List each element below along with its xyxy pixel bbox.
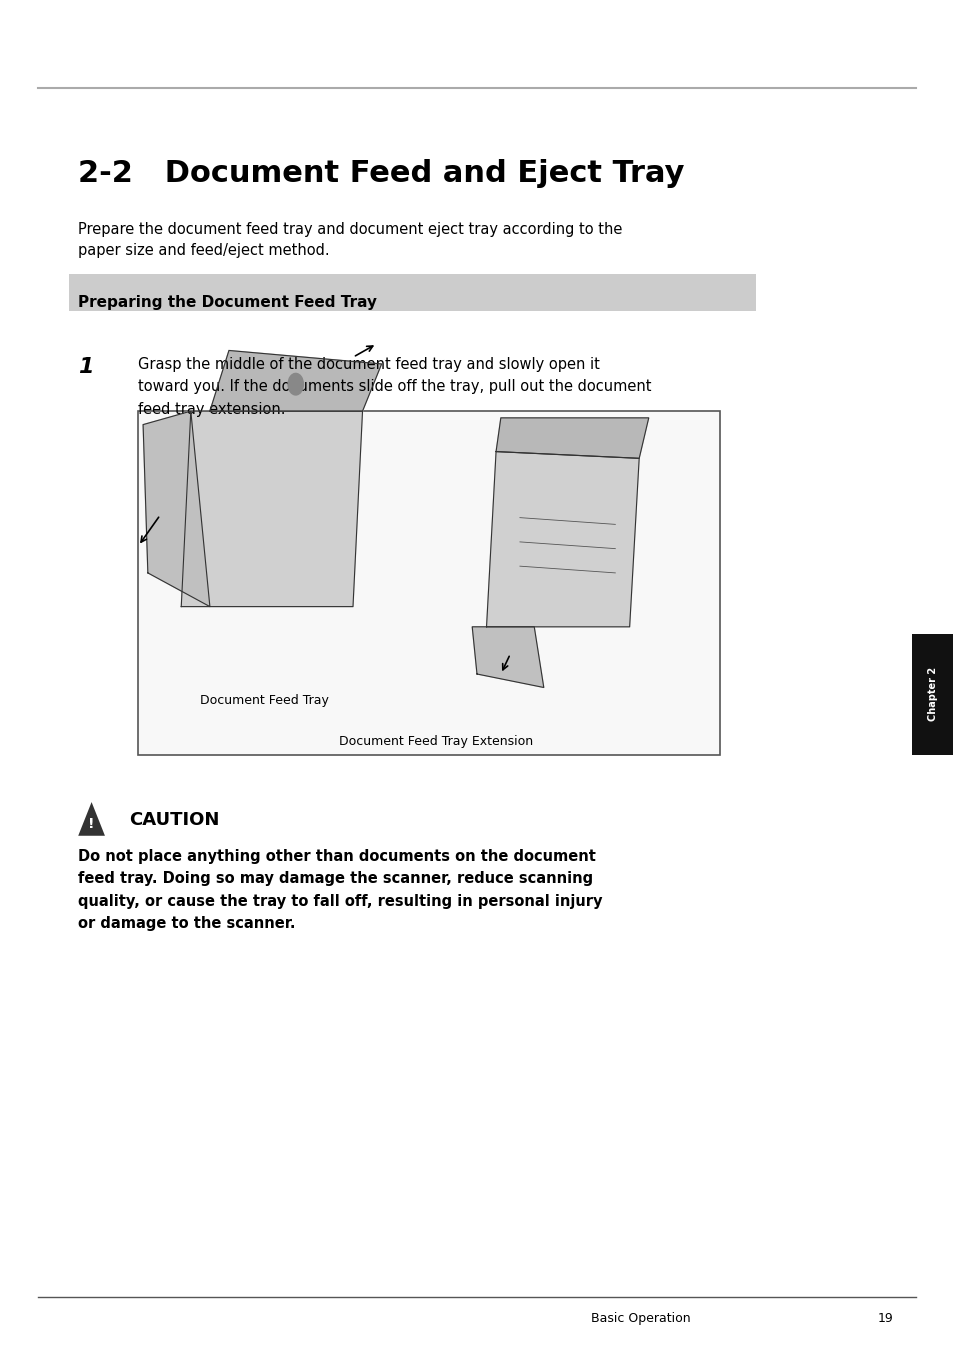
Text: 2-2   Document Feed and Eject Tray: 2-2 Document Feed and Eject Tray — [78, 159, 684, 189]
Text: Do not place anything other than documents on the document
feed tray. Doing so m: Do not place anything other than documen… — [78, 849, 602, 931]
Text: Document Feed Tray Extension: Document Feed Tray Extension — [338, 735, 532, 748]
Bar — [138, 411, 720, 755]
Polygon shape — [496, 418, 648, 458]
FancyBboxPatch shape — [911, 634, 953, 755]
Text: Document Feed Tray: Document Feed Tray — [200, 694, 329, 708]
Polygon shape — [486, 452, 639, 627]
Text: 19: 19 — [877, 1312, 893, 1325]
Polygon shape — [181, 411, 362, 607]
Text: 1: 1 — [78, 357, 93, 377]
Bar — [69, 274, 755, 311]
Text: Grasp the middle of the document feed tray and slowly open it
toward you. If the: Grasp the middle of the document feed tr… — [138, 357, 651, 417]
Text: !: ! — [89, 817, 94, 830]
Circle shape — [288, 373, 303, 395]
Polygon shape — [210, 350, 381, 411]
Text: CAUTION: CAUTION — [129, 811, 219, 829]
Polygon shape — [78, 802, 105, 836]
Text: Basic Operation: Basic Operation — [591, 1312, 690, 1325]
Polygon shape — [472, 627, 543, 687]
Text: Preparing the Document Feed Tray: Preparing the Document Feed Tray — [78, 295, 376, 310]
Polygon shape — [143, 411, 210, 607]
Text: Chapter 2: Chapter 2 — [927, 667, 937, 721]
Text: Prepare the document feed tray and document eject tray according to the
paper si: Prepare the document feed tray and docum… — [78, 222, 622, 259]
